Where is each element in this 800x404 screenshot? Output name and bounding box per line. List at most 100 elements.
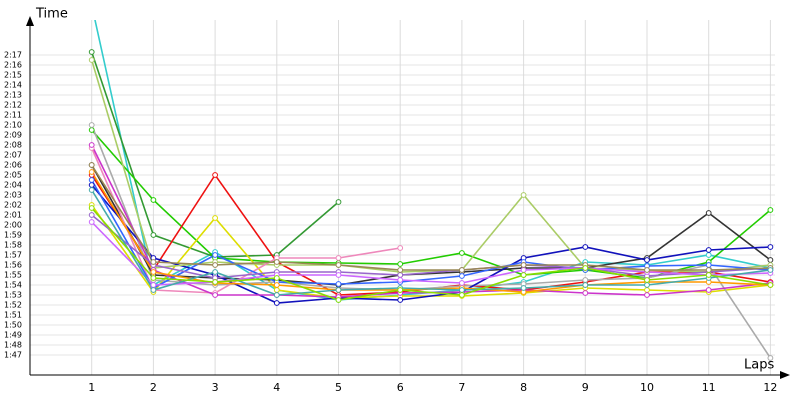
y-tick-label: 1:57 (4, 251, 22, 260)
x-tick-label: 1 (88, 381, 95, 394)
point (705, 210, 712, 216)
point (767, 244, 774, 250)
point (335, 262, 342, 268)
point (397, 297, 404, 303)
point (335, 297, 342, 303)
point (459, 280, 465, 286)
y-tick-label: 2:00 (4, 221, 22, 230)
y-tick-label: 2:06 (4, 161, 22, 170)
series-line (90, 59, 771, 273)
y-tick-label: 2:04 (4, 181, 22, 190)
y-tick-label: 1:51 (4, 311, 22, 320)
y-tick-label: 2:05 (4, 171, 22, 180)
point (335, 255, 342, 261)
point (459, 250, 465, 256)
point (459, 273, 465, 279)
point (767, 267, 774, 273)
y-tick-label: 2:16 (4, 61, 22, 70)
point (705, 272, 712, 278)
point (88, 162, 95, 168)
point (212, 252, 219, 258)
point (88, 182, 95, 188)
y-tick-label: 1:50 (4, 321, 22, 330)
series-line (91, 179, 771, 290)
point (88, 187, 95, 193)
point (397, 261, 404, 267)
point (644, 282, 650, 288)
point (644, 292, 650, 298)
point (88, 127, 95, 133)
x-arrow (780, 371, 790, 379)
point (644, 277, 650, 283)
series-line (91, 164, 771, 286)
point (150, 275, 157, 281)
point (397, 272, 404, 278)
y-tick-label: 2:07 (4, 151, 22, 160)
y-tick-label: 2:02 (4, 201, 22, 210)
y-tick-label: 1:48 (4, 341, 22, 350)
y-tick-label: 2:11 (4, 111, 22, 120)
point (88, 169, 95, 175)
point (88, 49, 95, 55)
point (705, 247, 712, 253)
point (520, 272, 527, 278)
point (150, 259, 157, 265)
point (582, 244, 589, 250)
point (520, 267, 527, 273)
series-line (91, 189, 771, 296)
y-tick-label: 2:03 (4, 191, 22, 200)
point (273, 292, 280, 298)
point (705, 262, 712, 268)
point (88, 177, 95, 183)
x-tick-label: 10 (640, 381, 654, 394)
x-tick-label: 12 (763, 381, 777, 394)
y-tick-label: 1:55 (4, 271, 22, 280)
point (273, 300, 280, 306)
x-tick-label: 11 (702, 381, 716, 394)
y-tick-label: 1:52 (4, 301, 22, 310)
x-tick-label: 3 (212, 381, 219, 394)
y-axis-title: Time (35, 7, 68, 22)
y-tick-label: 2:12 (4, 101, 22, 110)
point (212, 292, 219, 298)
point (150, 197, 157, 203)
point (150, 232, 157, 238)
point (212, 262, 219, 268)
point (397, 245, 404, 251)
y-tick-label: 1:53 (4, 291, 22, 300)
point (520, 262, 527, 268)
x-tick-label: 8 (520, 381, 527, 394)
point (150, 269, 157, 275)
y-tick-label: 2:09 (4, 131, 22, 140)
series (88, 20, 774, 361)
point (335, 287, 342, 293)
point (88, 212, 95, 218)
x-tick-label: 2 (150, 381, 157, 394)
point (582, 277, 589, 283)
y-tick-label: 2:15 (4, 71, 22, 80)
point (644, 257, 650, 263)
y-tick-label: 2:17 (4, 51, 22, 60)
point (582, 290, 589, 296)
x-tick-label: 6 (397, 381, 404, 394)
y-tick-label: 1:54 (4, 281, 22, 290)
series-line (91, 164, 771, 271)
point (520, 285, 527, 291)
point (212, 215, 219, 221)
point (335, 272, 342, 278)
point (88, 219, 95, 225)
point (767, 355, 774, 361)
y-tick-label: 1:58 (4, 241, 22, 250)
point (520, 192, 527, 198)
x-axis-title: Laps (744, 358, 774, 373)
point (767, 282, 774, 288)
x-tick-label: 4 (273, 381, 280, 394)
series-line (91, 184, 771, 304)
point (88, 57, 95, 63)
point (397, 287, 404, 293)
point (705, 252, 712, 258)
y-tick-label: 2:10 (4, 121, 22, 130)
y-tick-label: 2:14 (4, 81, 22, 90)
point (705, 287, 712, 293)
